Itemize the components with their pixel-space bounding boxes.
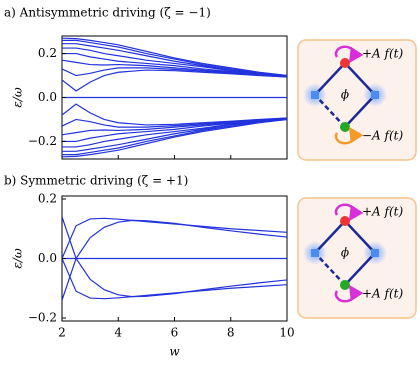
bond	[314, 220, 346, 254]
bond	[314, 62, 346, 96]
diagram-label: +A f(t)	[362, 47, 403, 61]
site	[371, 91, 379, 99]
plot-area	[62, 37, 287, 158]
series-line	[62, 118, 287, 156]
plot-area	[62, 216, 287, 301]
x-tick-label: 6	[171, 326, 179, 340]
flux-label: ϕ	[341, 246, 349, 260]
x-tick-label: 8	[227, 326, 235, 340]
series-line	[62, 216, 287, 298]
series-line	[62, 67, 287, 78]
series-line	[62, 37, 287, 77]
bond	[344, 62, 376, 96]
drive-arrow	[334, 284, 364, 303]
diagram-label: −A f(t)	[362, 129, 403, 143]
diagram-box	[297, 39, 417, 161]
x-tick-label: 2	[58, 326, 66, 340]
chart-title: a) Antisymmetric driving (ζ = −1)	[4, 6, 211, 20]
site	[311, 249, 319, 257]
y-tick-label: 0.2	[38, 191, 57, 205]
y-tick-label: 0.2	[38, 46, 57, 60]
site	[371, 249, 379, 257]
x-tick-label: 10	[279, 326, 294, 340]
series-line	[62, 217, 287, 259]
site-bottom	[340, 122, 350, 132]
drive-arrow	[334, 126, 364, 145]
diagram-label: +A f(t)	[362, 205, 403, 219]
series-line	[62, 117, 287, 143]
drive-arrow	[334, 45, 364, 64]
x-axis-label: w	[169, 345, 180, 359]
site-top	[340, 216, 350, 226]
series-line	[62, 258, 287, 300]
series-line	[62, 103, 287, 126]
series-line	[62, 47, 287, 77]
drive-arrow	[334, 203, 364, 222]
y-tick-label: 0.0	[38, 90, 57, 104]
y-tick-label: −0.2	[28, 311, 57, 325]
x-tick-label: 4	[114, 326, 122, 340]
chart-title: b) Symmetric driving (ζ = +1)	[4, 174, 188, 188]
bond-dashed	[314, 252, 346, 286]
y-tick-label: −0.2	[28, 134, 57, 148]
y-axis-label: ε/ω	[11, 87, 25, 107]
y-axis-label: ε/ω	[11, 248, 25, 268]
bond-dashed	[314, 94, 346, 128]
site	[311, 91, 319, 99]
bond	[344, 220, 376, 254]
site-bottom	[340, 280, 350, 290]
diagram-label: +A f(t)	[362, 287, 403, 301]
series-line	[62, 219, 287, 301]
y-tick-label: 0.0	[38, 251, 57, 265]
diagram-box	[297, 197, 417, 319]
bond	[344, 94, 376, 128]
series-line	[62, 118, 287, 152]
site-top	[340, 58, 350, 68]
flux-label: ϕ	[341, 88, 349, 102]
series-line	[62, 118, 287, 158]
bond	[344, 252, 376, 286]
series-line	[62, 39, 287, 77]
series-line	[62, 69, 287, 92]
